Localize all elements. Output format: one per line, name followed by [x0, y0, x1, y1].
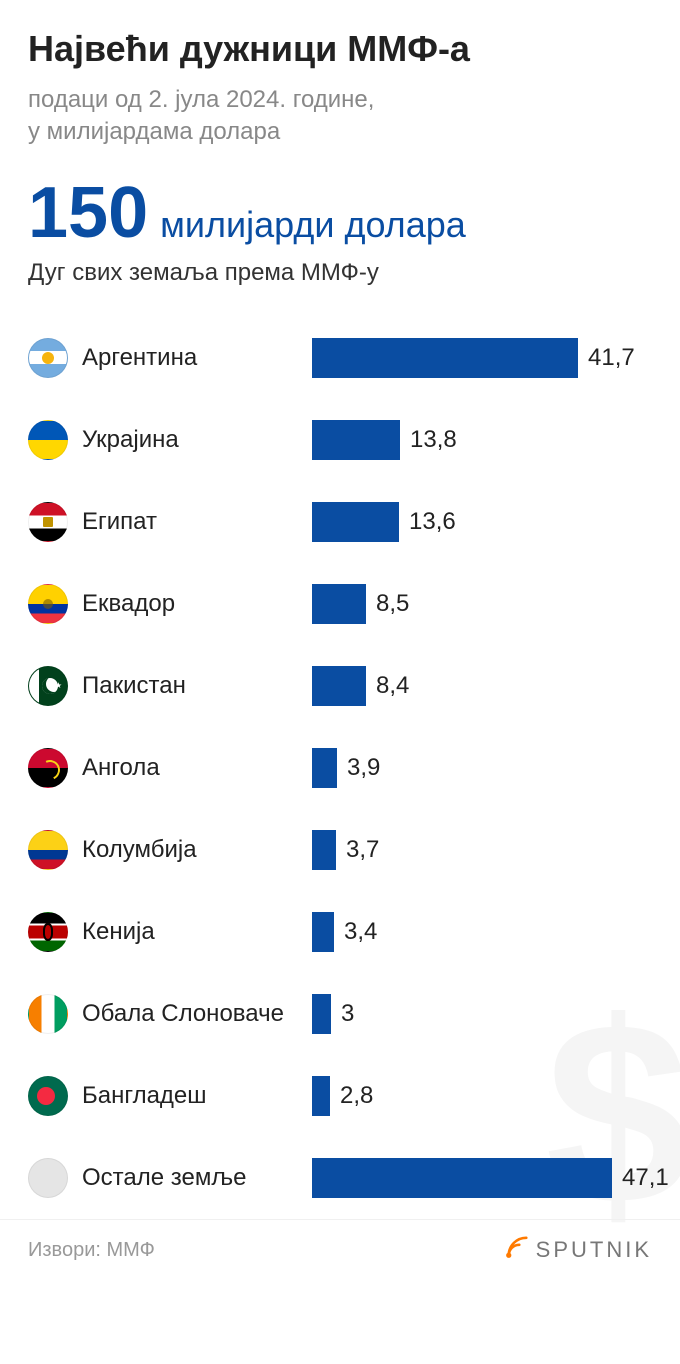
- row-value: 3,4: [344, 918, 377, 946]
- chart-row: Еквадор 8,5: [28, 563, 652, 645]
- bar: [312, 830, 336, 870]
- flag-icon: [28, 338, 68, 378]
- row-value: 13,6: [409, 508, 456, 536]
- row-label: Еквадор: [82, 590, 312, 618]
- chart-row: Египат 13,6: [28, 481, 652, 563]
- headline-number: 150: [28, 177, 148, 249]
- flag-icon: [28, 830, 68, 870]
- subtitle-line-2: у милијардама долара: [28, 118, 280, 145]
- bar-container: 8,5: [312, 584, 652, 624]
- chart-row: Кенија 3,4: [28, 891, 652, 973]
- page-title: Највећи дужници ММФ-а: [28, 28, 652, 70]
- flag-icon: [28, 748, 68, 788]
- bar: [312, 584, 366, 624]
- flag-icon: [28, 912, 68, 952]
- row-value: 3,9: [347, 754, 380, 782]
- row-label: Египат: [82, 508, 312, 536]
- flag-icon: [28, 994, 68, 1034]
- chart-row: Бангладеш 2,8: [28, 1055, 652, 1137]
- headline-unit: милијарди долара: [160, 204, 466, 246]
- row-label: Обала Слоноваче: [82, 1000, 312, 1028]
- flag-icon: [28, 1076, 68, 1116]
- sputnik-icon: [500, 1236, 528, 1264]
- chart-row: Остале земље47,1: [28, 1137, 652, 1219]
- chart-row: Обала Слоноваче 3: [28, 973, 652, 1055]
- chart-row: ★ Пакистан 8,4: [28, 645, 652, 727]
- row-value: 8,5: [376, 590, 409, 618]
- bar-container: 3: [312, 994, 652, 1034]
- bar: [312, 994, 331, 1034]
- bar-container: 2,8: [312, 1076, 652, 1116]
- row-label: Пакистан: [82, 672, 312, 700]
- flag-icon: [28, 1158, 68, 1198]
- bar: [312, 420, 400, 460]
- footer: Извори: ММФ SPUTNIK: [0, 1219, 680, 1281]
- chart-row: Колумбија 3,7: [28, 809, 652, 891]
- flag-icon: [28, 420, 68, 460]
- bar-container: 41,7: [312, 338, 652, 378]
- bar: [312, 748, 337, 788]
- subtitle-line-1: подаци од 2. јула 2024. године,: [28, 86, 374, 113]
- row-label: Бангладеш: [82, 1082, 312, 1110]
- row-label: Украјина: [82, 426, 312, 454]
- bar-container: 47,1: [312, 1158, 669, 1198]
- row-value: 3,7: [346, 836, 379, 864]
- flag-icon: [28, 584, 68, 624]
- bar-container: 3,4: [312, 912, 652, 952]
- bar-container: 13,8: [312, 420, 652, 460]
- row-value: 13,8: [410, 426, 457, 454]
- chart-row: Аргентина 41,7: [28, 317, 652, 399]
- row-label: Аргентина: [82, 344, 312, 372]
- bar: [312, 338, 578, 378]
- row-value: 47,1: [622, 1164, 669, 1192]
- bar-container: 3,9: [312, 748, 652, 788]
- bar-container: 13,6: [312, 502, 652, 542]
- flag-icon: [28, 502, 68, 542]
- bar: [312, 912, 334, 952]
- brand: SPUTNIK: [500, 1236, 652, 1264]
- row-value: 3: [341, 1000, 354, 1028]
- bar-container: 3,7: [312, 830, 652, 870]
- brand-name: SPUTNIK: [536, 1237, 652, 1263]
- headline-caption: Дуг свих земаља према ММФ-у: [28, 259, 652, 287]
- source-label: Извори: ММФ: [28, 1239, 155, 1262]
- chart-row: Украјина 13,8: [28, 399, 652, 481]
- headline: 150 милијарди долара: [28, 177, 652, 249]
- chart-row: Ангола 3,9: [28, 727, 652, 809]
- bar: [312, 666, 366, 706]
- subtitle: подаци од 2. јула 2024. године, у милија…: [28, 84, 652, 149]
- bar-container: 8,4: [312, 666, 652, 706]
- bar-chart: Аргентина 41,7 Украјина 13,8 Египат 13,6 Еквад…: [28, 317, 652, 1219]
- row-label: Ангола: [82, 754, 312, 782]
- row-value: 41,7: [588, 344, 635, 372]
- row-label: Кенија: [82, 918, 312, 946]
- row-label: Остале земље: [82, 1164, 312, 1192]
- flag-icon: ★: [28, 666, 68, 706]
- row-value: 8,4: [376, 672, 409, 700]
- bar: [312, 502, 399, 542]
- row-label: Колумбија: [82, 836, 312, 864]
- bar: [312, 1158, 612, 1198]
- row-value: 2,8: [340, 1082, 373, 1110]
- bar: [312, 1076, 330, 1116]
